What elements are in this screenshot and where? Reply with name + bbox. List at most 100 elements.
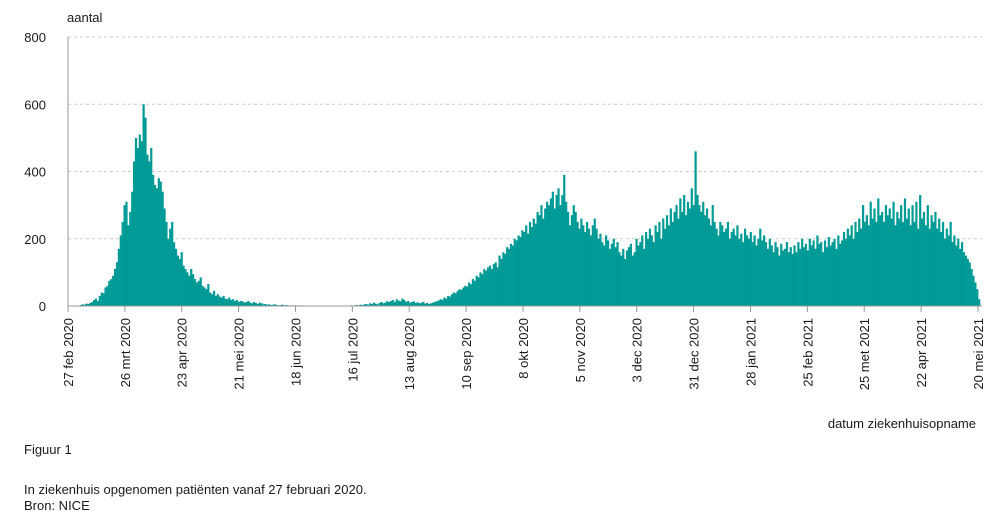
bar (586, 221, 589, 306)
bar (405, 301, 408, 306)
bar (523, 232, 526, 306)
bar (228, 297, 231, 306)
bar (947, 235, 950, 306)
bar (172, 242, 176, 306)
hospital-admissions-chart: 0 200 400 600 800 27 feb 2020 26 mrt 2020 23 ap… (24, 10, 986, 431)
bar (528, 221, 532, 306)
bar (578, 228, 581, 306)
bar (772, 252, 775, 306)
bar (285, 304, 288, 306)
bar (563, 174, 566, 306)
bar (159, 181, 162, 306)
bar (496, 267, 499, 306)
y-axis-title: aantal (67, 10, 103, 25)
bar (795, 252, 798, 306)
bar (702, 201, 705, 306)
bar (692, 205, 695, 307)
bar (441, 299, 444, 306)
bar (757, 238, 760, 306)
bar (732, 228, 735, 306)
bar (881, 211, 884, 306)
bar (620, 255, 623, 306)
bar (220, 297, 223, 306)
bar (715, 228, 718, 306)
bar (896, 211, 899, 306)
bar (133, 161, 136, 306)
bar (408, 302, 412, 306)
bar (976, 289, 979, 306)
bar (367, 304, 370, 306)
bar (271, 304, 275, 306)
bar (104, 287, 107, 306)
bar (618, 252, 621, 306)
bar (414, 302, 417, 306)
grid-lines (68, 36, 982, 240)
bar (823, 240, 827, 306)
bar (780, 243, 783, 306)
bar (785, 242, 789, 306)
bar (127, 225, 130, 306)
bar (625, 250, 629, 306)
bar (700, 211, 703, 306)
bar (879, 215, 882, 306)
bar (447, 295, 450, 306)
bar (690, 188, 693, 306)
y-tick-label: 400 (24, 165, 46, 180)
bar (247, 300, 250, 306)
bar (382, 303, 385, 306)
bar (94, 298, 98, 306)
bar (664, 228, 667, 306)
bar (955, 245, 958, 306)
bar (860, 228, 863, 306)
bar (428, 303, 431, 306)
bar (686, 201, 690, 306)
bar (268, 304, 271, 306)
bar (612, 238, 615, 306)
bar (231, 299, 235, 306)
bar (936, 228, 939, 306)
bar (176, 255, 179, 306)
bar (515, 240, 518, 306)
bar (922, 211, 926, 306)
x-tick-label: 25 feb 2021 (800, 318, 815, 387)
bar (633, 252, 636, 306)
bar (378, 302, 381, 306)
bar (547, 205, 551, 307)
bar (460, 289, 463, 306)
bar (203, 287, 206, 306)
bar (389, 300, 393, 306)
bar (546, 201, 549, 306)
bar (648, 228, 652, 306)
bar (226, 299, 229, 306)
bar (684, 215, 688, 306)
bar (452, 292, 455, 306)
bar (705, 208, 709, 306)
bar (140, 141, 143, 306)
bar (856, 232, 859, 306)
bar (595, 228, 598, 306)
bar (410, 301, 414, 306)
bar (197, 280, 200, 306)
y-tick-label: 0 (39, 299, 46, 314)
bar (959, 248, 962, 306)
bar (711, 205, 714, 307)
bar (764, 242, 768, 306)
bar (256, 303, 259, 306)
x-tick-label: 21 mei 2020 (232, 318, 247, 390)
bar (776, 247, 779, 306)
bar (365, 303, 368, 306)
bar (901, 221, 905, 306)
bar (87, 303, 90, 306)
bar (380, 301, 383, 306)
bar (568, 225, 572, 306)
bar (589, 235, 593, 306)
bar (783, 248, 787, 306)
bar (218, 296, 221, 306)
bar (688, 208, 691, 306)
bar (407, 300, 410, 306)
bar (477, 277, 480, 306)
bar (235, 299, 238, 306)
bar (182, 265, 185, 306)
bar (195, 282, 199, 306)
bar (831, 242, 834, 306)
